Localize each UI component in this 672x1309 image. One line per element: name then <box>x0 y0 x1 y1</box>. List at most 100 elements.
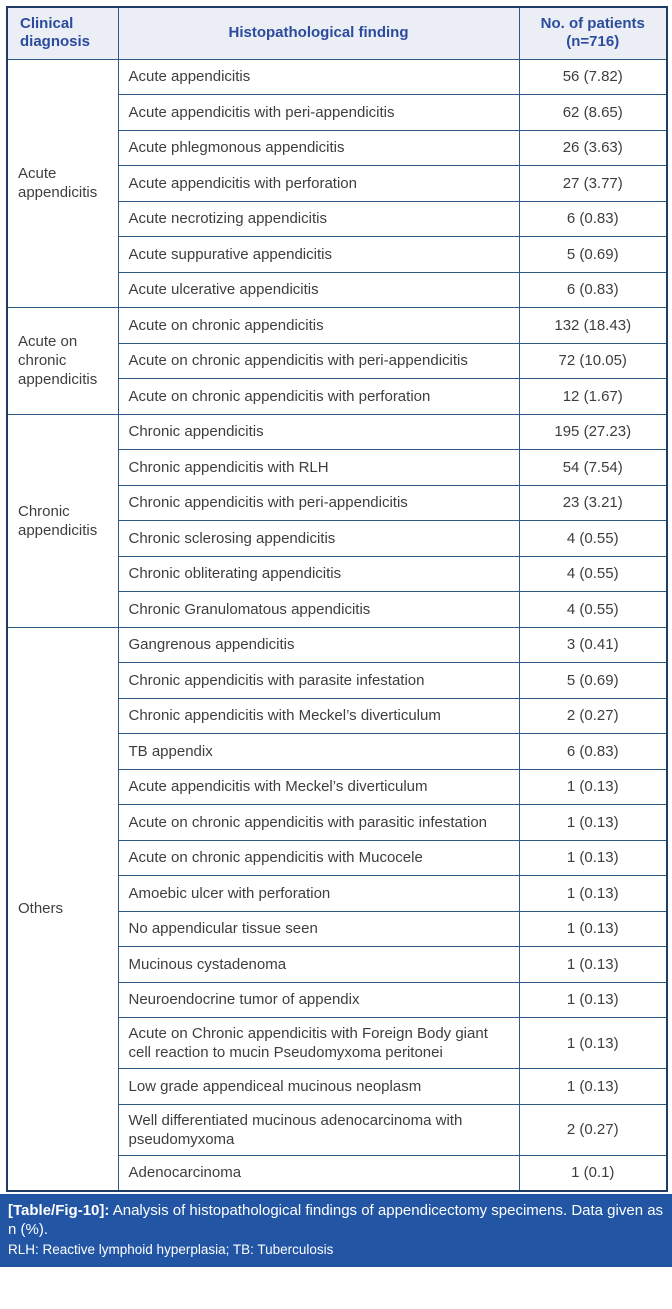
finding-cell: Acute necrotizing appendicitis <box>117 200 520 237</box>
table-row: Others Gangrenous appendicitis 3 (0.41) <box>6 626 668 1191</box>
table-row: Chronic obliterating appendicitis 4 (0.55… <box>7 555 668 592</box>
value-cell: 72 (10.05) <box>518 342 668 379</box>
value-cell: 132 (18.43) <box>518 307 668 344</box>
table-row: Acute ulcerative appendicitis 6 (0.83) <box>7 271 668 308</box>
table-row: Chronic sclerosing appendicitis 4 (0.55) <box>7 520 668 557</box>
table-row: Acute on chronic appendicitis with paras… <box>7 804 668 841</box>
abbreviations-note: RLH: Reactive lymphoid hyperplasia; TB: … <box>8 1241 334 1257</box>
figure-caption: [Table/Fig-10]: Analysis of histopatholo… <box>8 1201 664 1239</box>
table-row: Chronic appendicitis Chronic appendicitis… <box>6 413 668 628</box>
finding-cell: Acute on chronic appendicitis with perfo… <box>117 378 520 415</box>
table-row: Acute on chronic appendicitis with Mucoc… <box>7 839 668 876</box>
table-row: Acute appendicitis Acute appendicitis 56 (… <box>6 58 668 308</box>
figure-caption-text: Analysis of histopathological findings o… <box>8 1201 664 1238</box>
finding-cell: Chronic appendicitis with peri-appendici… <box>117 484 520 521</box>
finding-cell: Acute phlegmonous appendicitis <box>117 129 520 166</box>
value-cell: 195 (27.23) <box>518 413 668 450</box>
value-cell: 6 (0.83) <box>518 271 668 308</box>
table-row: Acute on chronic appendicitis with perfo… <box>7 378 668 415</box>
finding-cell: Chronic sclerosing appendicitis <box>117 520 520 557</box>
finding-cell: Acute on chronic appendicitis with peri-… <box>117 342 520 379</box>
table-row: Acute on chronic appendicitis with peri-… <box>7 342 668 379</box>
value-cell: 2 (0.27) <box>518 1103 668 1156</box>
table-row: Adenocarcinoma 1 (0.1) <box>7 1154 668 1191</box>
finding-cell: Acute on chronic appendicitis with Mucoc… <box>117 839 520 876</box>
finding-cell: Acute on chronic appendicitis <box>117 307 520 344</box>
finding-cell: Chronic Granulomatous appendicitis <box>117 591 520 628</box>
table-row: Acute necrotizing appendicitis 6 (0.83) <box>7 200 668 237</box>
finding-cell: Chronic obliterating appendicitis <box>117 555 520 592</box>
value-cell: 4 (0.55) <box>518 591 668 628</box>
finding-cell: Chronic appendicitis <box>117 413 520 450</box>
value-cell: 23 (3.21) <box>518 484 668 521</box>
finding-cell: Chronic appendicitis with parasite infes… <box>117 662 520 699</box>
value-cell: 12 (1.67) <box>518 378 668 415</box>
value-cell: 1 (0.13) <box>518 946 668 983</box>
finding-cell: Chronic appendicitis with RLH <box>117 449 520 486</box>
finding-cell: TB appendix <box>117 733 520 770</box>
value-cell: 4 (0.55) <box>518 555 668 592</box>
value-cell: 56 (7.82) <box>518 58 668 95</box>
table-row: No appendicular tissue seen 1 (0.13) <box>7 910 668 947</box>
table-row: Well differentiated mucinous adenocarcin… <box>7 1103 668 1156</box>
table-row: Acute appendicitis with Meckel’s diverti… <box>7 768 668 805</box>
finding-cell: Mucinous cystadenoma <box>117 946 520 983</box>
column-header-no-of-patients: No. of patients (n=716) <box>518 6 668 60</box>
table-row: Chronic appendicitis with parasite infes… <box>7 662 668 699</box>
table-row: Chronic appendicitis with Meckel’s diver… <box>7 697 668 734</box>
finding-cell: Acute appendicitis with perforation <box>117 165 520 202</box>
table-row: Chronic appendicitis with peri-appendici… <box>7 484 668 521</box>
table-row: Chronic Granulomatous appendicitis 4 (0.5… <box>7 591 668 628</box>
histopathology-table: Clinical diagnosis Histopathological fin… <box>6 6 668 1192</box>
table-row: TB appendix 6 (0.83) <box>7 733 668 770</box>
column-header-histopathological-finding: Histopathological finding <box>117 6 520 60</box>
finding-cell: Amoebic ulcer with perforation <box>117 875 520 912</box>
finding-cell: Acute on Chronic appendicitis with Forei… <box>117 1017 520 1069</box>
finding-cell: Chronic appendicitis with Meckel’s diver… <box>117 697 520 734</box>
value-cell: 2 (0.27) <box>518 697 668 734</box>
table-row: Acute appendicitis with peri-appendiciti… <box>7 94 668 131</box>
finding-cell: Acute appendicitis <box>117 58 520 95</box>
table-row: Acute appendicitis with perforation 27 (3… <box>7 165 668 202</box>
value-cell: 54 (7.54) <box>518 449 668 486</box>
value-cell: 1 (0.13) <box>518 1068 668 1105</box>
figure-label: [Table/Fig-10]: <box>8 1201 110 1219</box>
table-body: Acute appendicitis Acute appendicitis 56 (… <box>6 58 668 1191</box>
value-cell: 1 (0.13) <box>518 768 668 805</box>
value-cell: 5 (0.69) <box>518 662 668 699</box>
finding-cell: Acute on chronic appendicitis with paras… <box>117 804 520 841</box>
value-cell: 5 (0.69) <box>518 236 668 273</box>
finding-cell: No appendicular tissue seen <box>117 910 520 947</box>
header-row: Clinical diagnosis Histopathological fin… <box>6 6 668 60</box>
figure-caption-band: [Table/Fig-10]: Analysis of histopatholo… <box>0 1193 672 1267</box>
column-header-clinical-diagnosis: Clinical diagnosis <box>6 6 119 60</box>
value-cell: 1 (0.13) <box>518 910 668 947</box>
value-cell: 6 (0.83) <box>518 200 668 237</box>
finding-cell: Acute suppurative appendicitis <box>117 236 520 273</box>
value-cell: 1 (0.13) <box>518 875 668 912</box>
finding-cell: Acute appendicitis with Meckel’s diverti… <box>117 768 520 805</box>
value-cell: 26 (3.63) <box>518 129 668 166</box>
table-row: Neuroendocrine tumor of appendix 1 (0.13) <box>7 981 668 1018</box>
table-row: Low grade appendiceal mucinous neoplasm 1… <box>7 1068 668 1105</box>
finding-cell: Neuroendocrine tumor of appendix <box>117 981 520 1018</box>
value-cell: 3 (0.41) <box>518 626 668 663</box>
finding-cell: Low grade appendiceal mucinous neoplasm <box>117 1068 520 1105</box>
value-cell: 27 (3.77) <box>518 165 668 202</box>
table-row: Acute on Chronic appendicitis with Forei… <box>7 1017 668 1069</box>
diagnosis-cell: Chronic appendicitis <box>6 413 119 628</box>
value-cell: 1 (0.1) <box>518 1154 668 1191</box>
table-row: Acute on chronic appendicitis Acute on ch… <box>6 307 668 415</box>
finding-cell: Acute ulcerative appendicitis <box>117 271 520 308</box>
finding-cell: Gangrenous appendicitis <box>117 626 520 663</box>
table-row: Acute suppurative appendicitis 5 (0.69) <box>7 236 668 273</box>
value-cell: 4 (0.55) <box>518 520 668 557</box>
finding-cell: Well differentiated mucinous adenocarcin… <box>117 1103 520 1156</box>
finding-cell: Adenocarcinoma <box>117 1154 520 1191</box>
diagnosis-cell: Acute appendicitis <box>6 58 119 308</box>
value-cell: 62 (8.65) <box>518 94 668 131</box>
value-cell: 1 (0.13) <box>518 1017 668 1069</box>
finding-cell: Acute appendicitis with peri-appendiciti… <box>117 94 520 131</box>
value-cell: 6 (0.83) <box>518 733 668 770</box>
value-cell: 1 (0.13) <box>518 839 668 876</box>
